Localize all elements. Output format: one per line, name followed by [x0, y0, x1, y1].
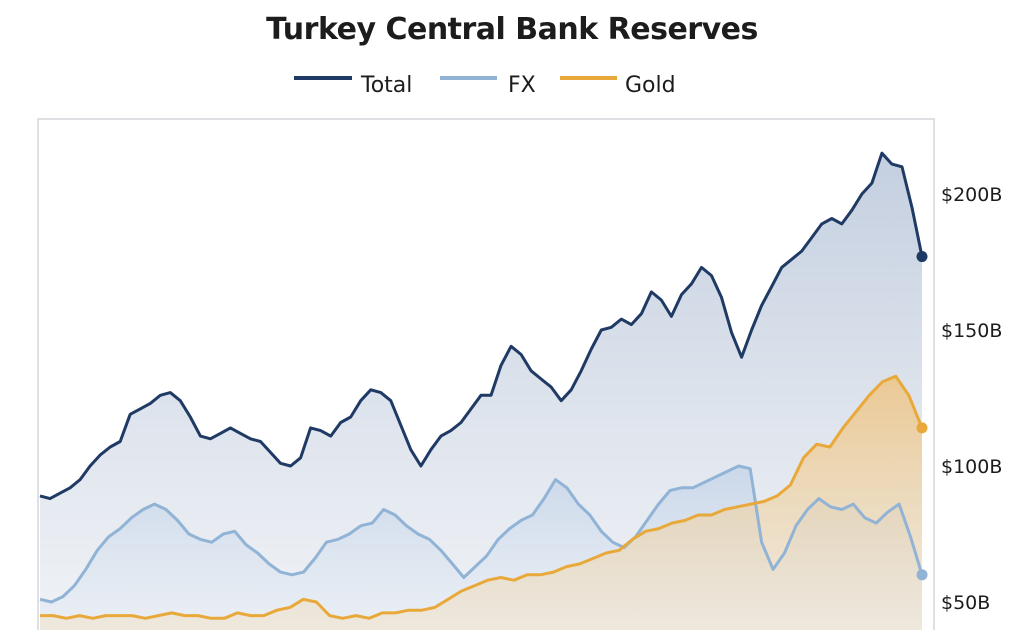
end-marker-total [916, 251, 928, 263]
series-end-markers [916, 251, 928, 581]
legend-label-total: Total [360, 73, 412, 98]
y-tick-label: $100B [941, 456, 1002, 478]
y-axis: $200B $150B $100B $50B [941, 184, 1002, 614]
series-line-gold [40, 374, 924, 620]
end-marker-fx [916, 569, 928, 581]
series-line-total [39, 151, 924, 501]
end-marker-gold [916, 422, 928, 434]
chart-title: Turkey Central Bank Reserves [266, 12, 758, 47]
series-areas [40, 153, 922, 630]
legend: Total FX Gold [294, 73, 676, 98]
y-tick-label: $50B [941, 592, 990, 614]
y-tick-label: $150B [941, 320, 1002, 342]
series-line-fx [39, 464, 924, 604]
series-lines [39, 151, 924, 620]
y-tick-label: $200B [941, 184, 1002, 206]
legend-label-fx: FX [508, 73, 536, 98]
series-area-gold [40, 376, 922, 630]
legend-label-gold: Gold [625, 73, 676, 98]
